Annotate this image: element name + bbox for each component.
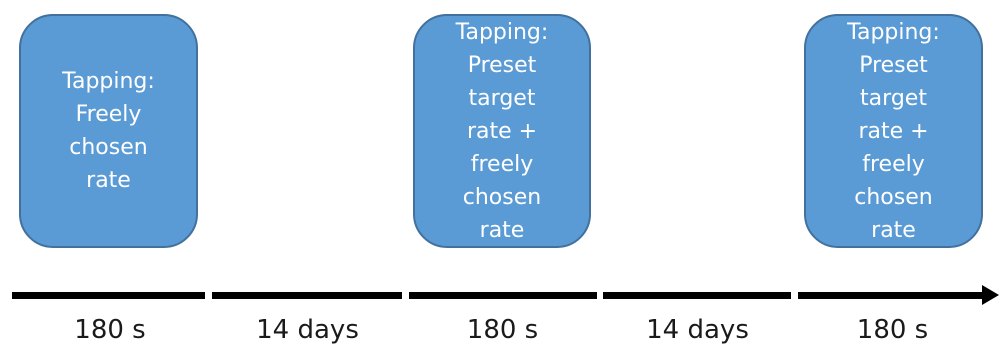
timeline-arrowhead-icon xyxy=(982,285,999,305)
timeline-segment xyxy=(798,292,984,299)
timeline-label-1: 180 s xyxy=(74,315,146,345)
session-2-line-6: chosen xyxy=(462,184,542,210)
timeline-segment xyxy=(212,292,402,299)
session-1-line-4: rate xyxy=(86,168,131,193)
session-3-line-2: Preset xyxy=(859,52,928,78)
session-2-line-4: rate + xyxy=(466,118,538,144)
session-3-box: Tapping: Preset target rate + freely cho… xyxy=(804,14,983,248)
session-2-line-5: freely xyxy=(470,151,534,177)
session-3-line-1: Tapping: xyxy=(847,19,940,45)
session-1-line-3: chosen xyxy=(69,135,148,160)
session-1-line-2: Freely xyxy=(75,102,142,127)
session-3-line-6: chosen xyxy=(854,184,933,210)
timeline-label-3: 180 s xyxy=(466,315,539,345)
session-2-line-3: target xyxy=(468,85,536,111)
timeline-segment xyxy=(409,292,597,299)
session-2-box: Tapping: Preset target rate + freely cho… xyxy=(413,14,591,248)
session-3-line-4: rate + xyxy=(858,118,929,144)
session-3-line-3: target xyxy=(860,85,927,111)
session-2-line-2: Preset xyxy=(467,52,537,78)
session-1-line-1: Tapping: xyxy=(62,69,155,94)
session-2-line-7: rate xyxy=(479,217,525,243)
session-1-box: Tapping: Freely chosen rate xyxy=(19,14,198,248)
timeline-segment xyxy=(12,292,205,299)
timeline-label-5: 180 s xyxy=(856,315,929,345)
timeline-label-2: 14 days xyxy=(256,315,359,345)
session-3-line-5: freely xyxy=(862,151,925,177)
timeline-label-4: 14 days xyxy=(646,315,749,345)
session-3-line-7: rate xyxy=(871,217,916,243)
timeline-segment xyxy=(603,292,791,299)
session-2-line-1: Tapping: xyxy=(455,19,549,45)
